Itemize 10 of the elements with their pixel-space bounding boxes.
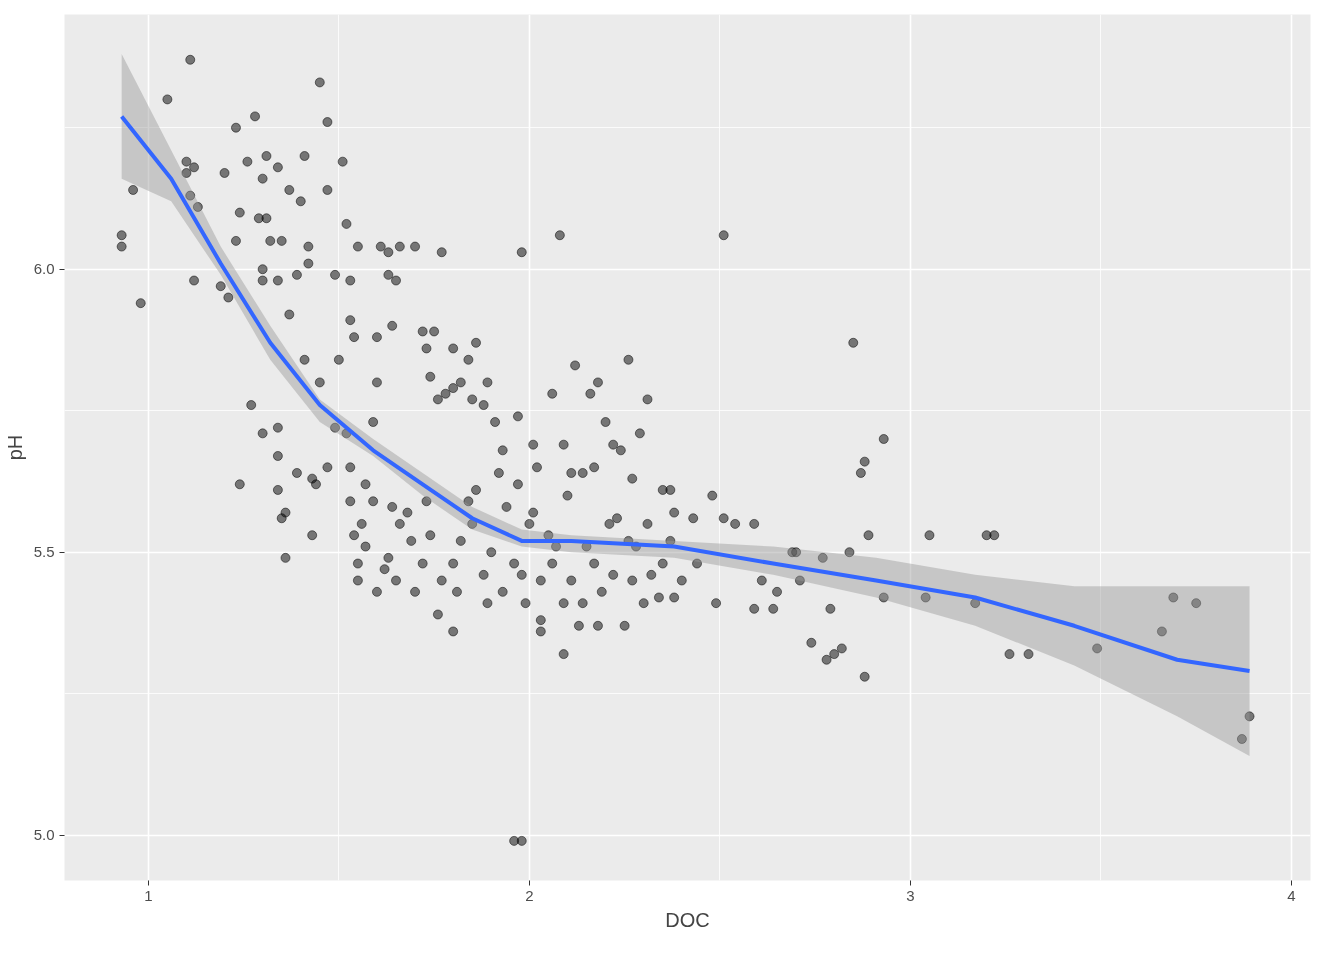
x-tick-label: 3	[906, 886, 915, 904]
y-tick-label: 5.0	[33, 826, 55, 844]
y-tick-label: 6.0	[33, 260, 55, 278]
y-tick-label: 5.5	[33, 543, 55, 561]
y-axis-title: pH	[3, 434, 26, 461]
x-axis-title: DOC	[665, 908, 710, 931]
line-series	[119, 114, 1252, 674]
x-tick-label: 4	[1287, 886, 1296, 904]
x-tick-label: 2	[525, 886, 534, 904]
x-tick-label: 1	[144, 886, 153, 904]
